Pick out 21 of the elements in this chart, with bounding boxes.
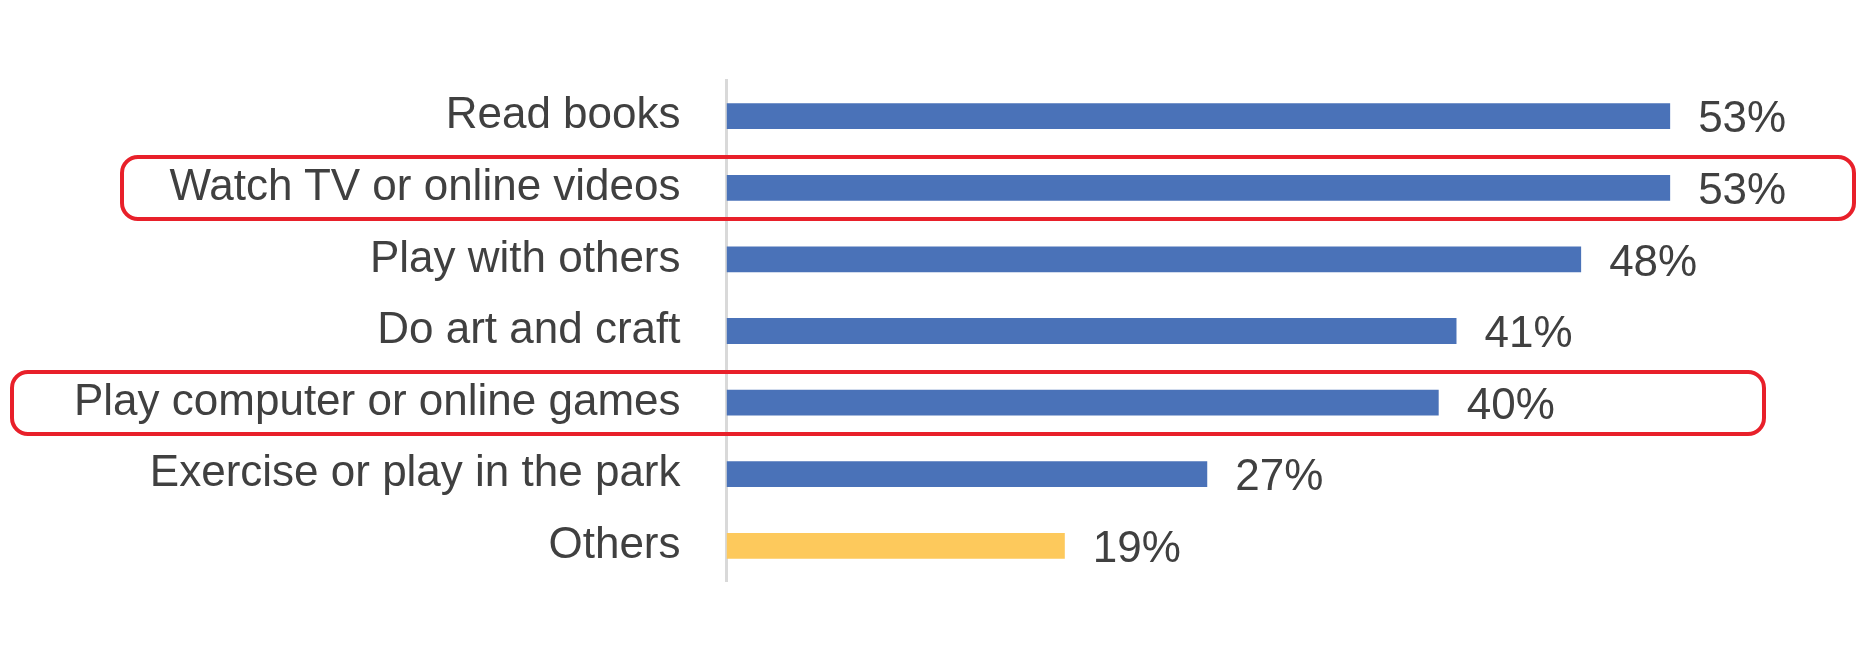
data-label: 27% <box>1235 450 1324 500</box>
y-tick-label: Do art and craft <box>377 303 681 353</box>
y-tick-label: Play with others <box>369 231 681 281</box>
bar <box>726 174 1671 201</box>
data-label: 41% <box>1484 307 1573 357</box>
y-tick-label: Watch TV or online videos <box>169 159 681 209</box>
bar <box>726 461 1208 488</box>
bar <box>726 318 1457 344</box>
data-label: 19% <box>1092 521 1181 571</box>
bar <box>726 246 1582 273</box>
y-tick-label: Others <box>548 517 681 567</box>
data-label: 40% <box>1466 378 1555 428</box>
bar <box>726 103 1671 130</box>
bar <box>726 532 1065 559</box>
bar <box>726 389 1439 416</box>
y-tick-label: Exercise or play in the park <box>149 446 682 496</box>
y-tick-label: Read books <box>445 88 681 138</box>
data-label: 48% <box>1609 235 1698 285</box>
y-tick-label: Play computer or online games <box>73 374 681 424</box>
data-label: 53% <box>1698 163 1787 213</box>
data-label: 53% <box>1698 92 1787 142</box>
